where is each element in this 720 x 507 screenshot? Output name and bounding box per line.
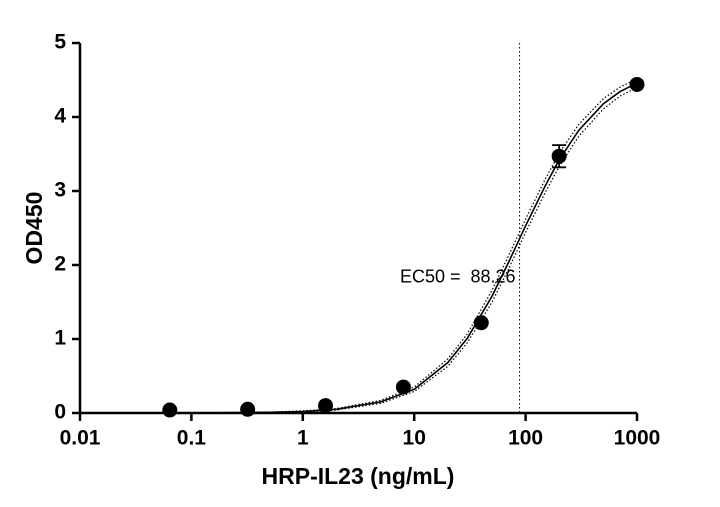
data-point bbox=[240, 401, 256, 417]
x-tick-label: 0.1 bbox=[177, 427, 207, 450]
x-tick-label: 0.01 bbox=[60, 427, 101, 450]
y-tick-label: 4 bbox=[54, 105, 66, 128]
data-point bbox=[318, 398, 334, 414]
x-tick-label: 1 bbox=[297, 427, 309, 450]
data-point bbox=[551, 148, 567, 164]
x-tick-label: 10 bbox=[403, 427, 426, 450]
x-tick-label: 100 bbox=[508, 427, 543, 450]
x-tick-label: 1000 bbox=[614, 427, 661, 450]
data-point bbox=[629, 76, 645, 92]
y-axis-title: OD450 bbox=[21, 192, 47, 265]
confidence-band bbox=[169, 86, 638, 414]
y-tick-label: 3 bbox=[54, 179, 66, 202]
data-point bbox=[162, 402, 178, 418]
fit-curve bbox=[169, 82, 638, 414]
confidence-band bbox=[169, 77, 638, 414]
data-point bbox=[473, 315, 489, 331]
data-point bbox=[395, 379, 411, 395]
annotation: EC50 = 88.26 bbox=[400, 267, 516, 287]
y-tick-label: 2 bbox=[54, 253, 66, 276]
x-axis-title: HRP-IL23 (ng/mL) bbox=[262, 463, 455, 489]
y-tick-label: 5 bbox=[54, 31, 66, 54]
y-tick-label: 0 bbox=[54, 401, 66, 424]
y-tick-label: 1 bbox=[54, 327, 66, 350]
